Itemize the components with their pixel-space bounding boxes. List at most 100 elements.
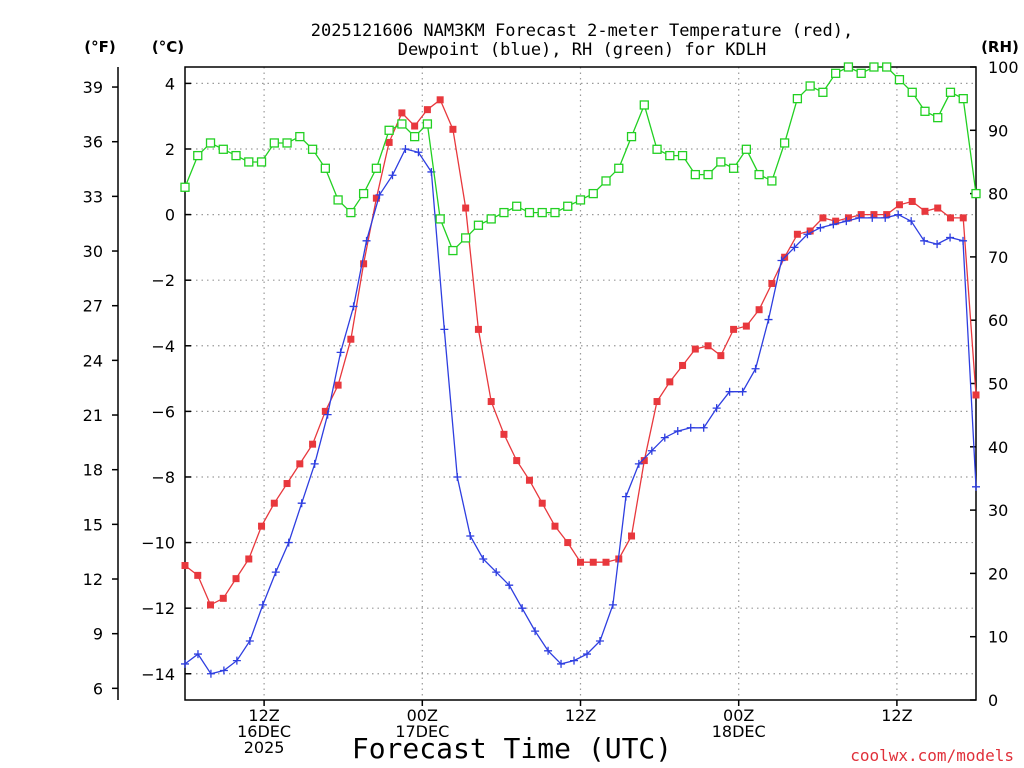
data-point (894, 75, 905, 85)
data-point (466, 532, 475, 541)
data-point (754, 169, 764, 180)
x-tick-label: 17DEC (395, 722, 449, 741)
x-tick-label: 16DEC (237, 722, 291, 741)
data-point (372, 194, 380, 202)
data-point (768, 279, 776, 287)
data-point (564, 539, 572, 547)
data-point (422, 119, 433, 129)
data-point (792, 94, 803, 104)
data-point (551, 522, 559, 530)
data-point (921, 207, 929, 215)
data-point (595, 636, 604, 645)
data-point (751, 364, 760, 373)
celsius-unit-label: (°C) (152, 38, 184, 56)
data-point (245, 555, 253, 563)
x-tick-label: 12Z (881, 706, 912, 725)
x-tick-label: 00Z (407, 706, 438, 725)
data-point (805, 81, 815, 91)
axes (112, 66, 977, 706)
rh-tick-label: 70 (988, 248, 1008, 267)
data-point (258, 522, 266, 530)
data-point (271, 568, 280, 577)
data-point (728, 163, 739, 173)
data-point (295, 131, 305, 142)
chart-title-line2: Dewpoint (blue), RH (green) for KDLH (398, 40, 766, 60)
data-point (704, 342, 712, 350)
data-point (181, 562, 189, 570)
data-point (690, 169, 700, 180)
x-tick-label: 12Z (565, 706, 596, 725)
data-point (882, 62, 892, 72)
data-point (462, 204, 470, 212)
fahrenheit-unit-label: (°F) (84, 38, 115, 56)
rh-tick-label: 20 (988, 564, 1008, 583)
data-point (492, 568, 501, 577)
data-point (764, 315, 773, 324)
rh-tick-label: 50 (988, 375, 1008, 394)
chart-title: 2025121606 NAM3KM Forecast 2-meter Tempe… (311, 21, 853, 60)
data-point (334, 381, 342, 389)
data-point (453, 472, 462, 481)
rh-tick-label: 40 (988, 438, 1008, 457)
data-point (205, 138, 216, 148)
data-point (414, 148, 423, 157)
data-point (440, 325, 449, 334)
data-point (639, 100, 649, 110)
x-tick-label: 2025 (244, 738, 285, 757)
data-point (679, 361, 687, 369)
data-point (844, 214, 852, 222)
data-point (282, 138, 292, 148)
data-point (666, 378, 674, 386)
data-point (883, 211, 891, 219)
data-point (525, 476, 533, 484)
data-point (870, 211, 878, 219)
data-point (699, 423, 708, 432)
data-point (531, 627, 540, 636)
data-point (832, 217, 840, 225)
fahrenheit-tick-label: 30 (83, 242, 103, 261)
data-point (614, 163, 624, 173)
data-point (907, 87, 917, 97)
data-point (296, 460, 304, 468)
data-point (550, 207, 560, 218)
celsius-tick-label: −10 (141, 534, 175, 553)
data-point (307, 144, 318, 154)
data-point (448, 245, 458, 256)
fahrenheit-tick-label: 12 (83, 570, 103, 589)
data-point (895, 201, 903, 209)
rh-tick-label: 60 (988, 311, 1008, 330)
data-point (945, 87, 956, 97)
celsius-tick-label: −6 (151, 402, 175, 421)
data-point (640, 457, 648, 465)
data-point (479, 554, 488, 563)
data-point (741, 144, 752, 154)
data-point (626, 131, 637, 142)
rh-tick-label: 90 (988, 121, 1008, 140)
celsius-tick-label: 4 (165, 74, 175, 93)
data-point (423, 106, 431, 114)
data-point (894, 210, 903, 219)
data-point (193, 650, 202, 659)
chart-title-line1: 2025121606 NAM3KM Forecast 2-meter Tempe… (311, 21, 853, 41)
data-point (665, 150, 675, 161)
data-point (360, 260, 368, 268)
data-point (487, 398, 495, 406)
x-tick-label: 12Z (248, 706, 279, 725)
data-point (409, 131, 420, 142)
data-point (310, 459, 319, 468)
rh-tick-label: 80 (988, 185, 1008, 204)
data-point (321, 407, 329, 415)
data-point (371, 163, 382, 173)
data-point (320, 163, 330, 173)
data-point (499, 207, 509, 218)
data-point (505, 581, 514, 590)
data-point (435, 214, 445, 224)
series-relative-humidity (180, 62, 981, 256)
x-tick-label: 18DEC (712, 722, 766, 741)
data-point (193, 150, 203, 161)
data-point (207, 601, 215, 609)
data-point (256, 157, 267, 167)
credit-text: coolwx.com/models (850, 746, 1014, 765)
data-point (544, 646, 553, 655)
data-point (703, 169, 713, 180)
